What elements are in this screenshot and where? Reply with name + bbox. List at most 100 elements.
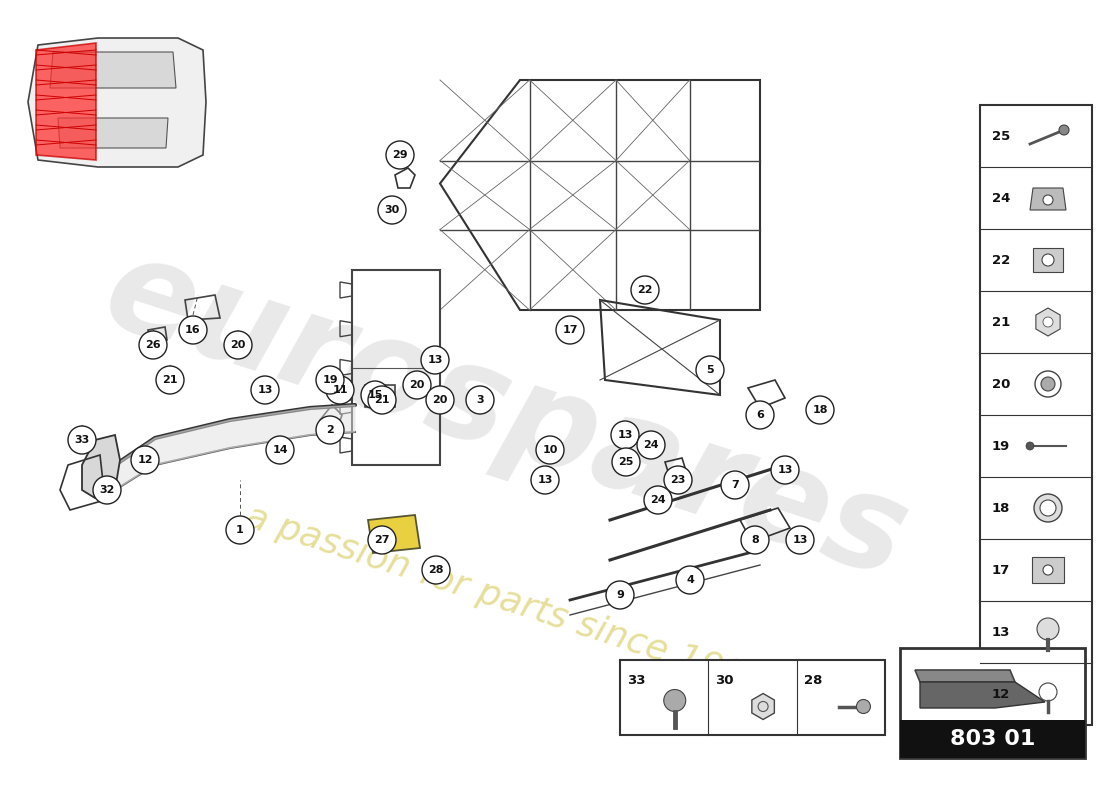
Circle shape (663, 690, 685, 711)
Text: 14: 14 (272, 445, 288, 455)
Polygon shape (1030, 188, 1066, 210)
Circle shape (696, 356, 724, 384)
FancyBboxPatch shape (18, 30, 213, 175)
Text: 6: 6 (756, 410, 763, 420)
Circle shape (746, 401, 774, 429)
Text: 21: 21 (992, 315, 1010, 329)
Circle shape (1042, 254, 1054, 266)
Circle shape (531, 466, 559, 494)
Text: 20: 20 (432, 395, 448, 405)
Circle shape (631, 276, 659, 304)
Polygon shape (58, 118, 168, 148)
Circle shape (771, 456, 799, 484)
Text: 27: 27 (374, 535, 389, 545)
Text: 7: 7 (732, 480, 739, 490)
Text: 24: 24 (992, 191, 1011, 205)
FancyBboxPatch shape (980, 105, 1092, 725)
Text: 9: 9 (616, 590, 624, 600)
Text: 5: 5 (706, 365, 714, 375)
FancyBboxPatch shape (900, 648, 1085, 758)
Circle shape (637, 431, 666, 459)
Text: 26: 26 (145, 340, 161, 350)
Text: 15: 15 (367, 390, 383, 400)
Circle shape (156, 366, 184, 394)
Polygon shape (1036, 308, 1060, 336)
Text: 29: 29 (393, 150, 408, 160)
Circle shape (536, 436, 564, 464)
Text: 13: 13 (992, 626, 1011, 638)
Circle shape (1043, 195, 1053, 205)
Circle shape (68, 426, 96, 454)
Polygon shape (36, 43, 96, 160)
Text: 10: 10 (542, 445, 558, 455)
Circle shape (251, 376, 279, 404)
Text: 13: 13 (257, 385, 273, 395)
Text: 3: 3 (476, 395, 484, 405)
Polygon shape (920, 682, 1045, 708)
Text: 21: 21 (163, 375, 178, 385)
Text: 24: 24 (650, 495, 666, 505)
Circle shape (1026, 442, 1034, 450)
Circle shape (226, 516, 254, 544)
Text: 18: 18 (992, 502, 1011, 514)
Circle shape (741, 526, 769, 554)
Circle shape (422, 556, 450, 584)
FancyBboxPatch shape (900, 720, 1085, 758)
Text: 19: 19 (992, 439, 1010, 453)
Circle shape (1059, 125, 1069, 135)
Text: 2: 2 (326, 425, 334, 435)
Text: 21: 21 (374, 395, 389, 405)
Text: 13: 13 (778, 465, 793, 475)
Circle shape (139, 331, 167, 359)
Text: 22: 22 (637, 285, 652, 295)
Circle shape (386, 141, 414, 169)
Text: 18: 18 (812, 405, 827, 415)
Circle shape (612, 448, 640, 476)
FancyBboxPatch shape (620, 660, 886, 735)
Text: 25: 25 (992, 130, 1010, 142)
Text: 17: 17 (562, 325, 578, 335)
Circle shape (466, 386, 494, 414)
Circle shape (1043, 565, 1053, 575)
Text: 22: 22 (992, 254, 1010, 266)
Text: 803 01: 803 01 (949, 729, 1035, 749)
Text: 1: 1 (236, 525, 244, 535)
FancyBboxPatch shape (365, 385, 395, 407)
Text: 32: 32 (99, 485, 114, 495)
Circle shape (1041, 377, 1055, 391)
Circle shape (426, 386, 454, 414)
Circle shape (179, 316, 207, 344)
Circle shape (664, 466, 692, 494)
Circle shape (378, 196, 406, 224)
Circle shape (1043, 317, 1053, 327)
Text: 20: 20 (409, 380, 425, 390)
Circle shape (1037, 618, 1059, 640)
Polygon shape (28, 38, 206, 167)
Text: 13: 13 (427, 355, 442, 365)
Circle shape (556, 316, 584, 344)
Text: 20: 20 (230, 340, 245, 350)
Circle shape (316, 416, 344, 444)
Polygon shape (368, 515, 420, 553)
Text: 28: 28 (428, 565, 443, 575)
Text: 12: 12 (992, 687, 1010, 701)
Polygon shape (50, 52, 176, 88)
Polygon shape (751, 694, 774, 719)
Text: 33: 33 (75, 435, 89, 445)
Circle shape (421, 346, 449, 374)
Text: 30: 30 (384, 205, 399, 215)
Circle shape (316, 366, 344, 394)
Circle shape (720, 471, 749, 499)
Circle shape (368, 526, 396, 554)
Text: 16: 16 (185, 325, 201, 335)
Text: 17: 17 (992, 563, 1010, 577)
Text: 19: 19 (322, 375, 338, 385)
Circle shape (368, 386, 396, 414)
Polygon shape (116, 405, 355, 490)
Text: 8: 8 (751, 535, 759, 545)
Polygon shape (82, 435, 120, 498)
Circle shape (786, 526, 814, 554)
Text: 28: 28 (804, 674, 822, 687)
Circle shape (326, 376, 354, 404)
Circle shape (606, 581, 634, 609)
